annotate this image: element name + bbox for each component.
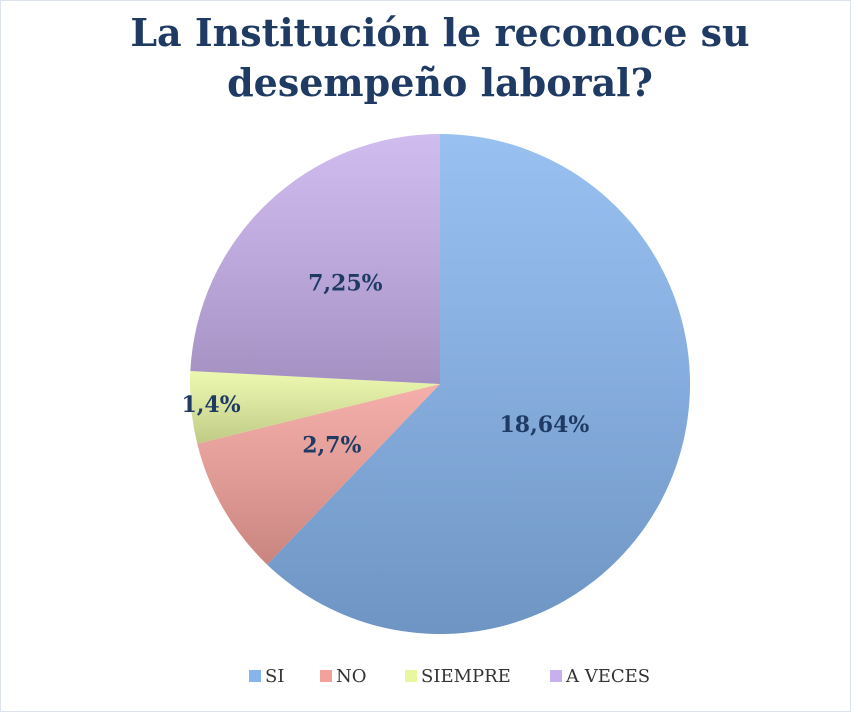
value-label: 7,25% [308,270,383,296]
value-label: 18,64% [499,412,589,438]
value-label: 2,7% [302,433,361,459]
chart-title: La Institución le reconoce su desempeño l… [130,10,749,105]
slice-shade [190,134,440,384]
legend-swatch [249,670,261,682]
value-label: 1,4% [181,392,240,418]
slice-shade [197,384,440,565]
legend-swatch [320,670,332,682]
legend-label: NO [336,666,367,687]
slice-shade [267,134,690,634]
legend-label: A VECES [565,666,650,687]
legend-label: SI [265,666,284,687]
legend-swatch [550,670,562,682]
legend-label: SIEMPRE [421,666,511,687]
legend-swatch [405,670,417,682]
slice-shade [190,371,440,444]
